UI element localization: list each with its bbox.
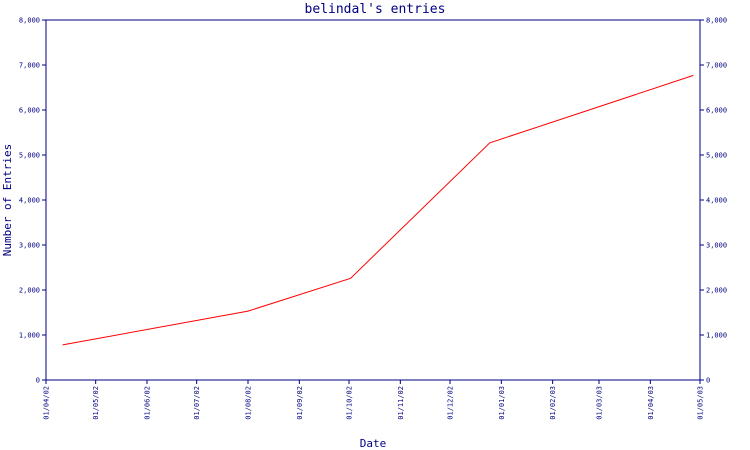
x-tick-label: 01/04/03 (647, 386, 655, 420)
x-tick-label: 01/05/03 (697, 386, 705, 420)
y-tick-label-left: 5,000 (19, 152, 40, 160)
y-axis-label: Number of Entries (1, 144, 14, 257)
y-ticks-left: 0 1,000 2,000 3,000 4,000 5,000 6,000 7,000 8,00… (19, 17, 46, 385)
y-tick-label-right: 1,000 (706, 332, 727, 340)
y-tick-label-right: 5,000 (706, 152, 727, 160)
plot-frame (45, 19, 701, 381)
y-tick-label-right: 6,000 (706, 107, 727, 115)
series-layer (62, 74, 694, 346)
y-tick-label-left: 7,000 (19, 62, 40, 70)
chart-title: belindal's entries (305, 2, 446, 17)
y-tick-label-right: 8,000 (706, 17, 727, 25)
y-tick-label-left: 0 (36, 377, 40, 385)
y-ticks-right: 0 1,000 2,000 3,000 4,000 5,000 6,000 7,000 8,00… (700, 17, 727, 385)
y-tick-label-left: 1,000 (19, 332, 40, 340)
x-tick-label: 01/09/02 (296, 386, 304, 420)
x-tick-label: 01/02/03 (549, 386, 557, 420)
y-tick-label-left: 3,000 (19, 242, 40, 250)
x-tick-label: 01/06/02 (143, 386, 151, 420)
x-tick-label: 01/04/02 (43, 386, 51, 420)
x-tick-label: 01/05/02 (92, 386, 100, 420)
y-tick-label-right: 2,000 (706, 287, 727, 295)
x-tick-label: 01/08/02 (244, 386, 252, 420)
y-tick-label-right: 0 (706, 377, 710, 385)
x-tick-label: 01/11/02 (397, 386, 405, 420)
y-tick-label-right: 7,000 (706, 62, 727, 70)
x-tick-label: 01/10/02 (345, 386, 353, 420)
x-tick-label: 01/03/03 (596, 386, 604, 420)
x-tick-label: 01/12/02 (446, 386, 454, 420)
x-tick-label: 01/07/02 (193, 386, 201, 420)
y-tick-label-left: 8,000 (19, 17, 40, 25)
y-tick-label-right: 4,000 (706, 197, 727, 205)
x-ticks: 01/04/02 01/05/02 01/06/02 01/07/02 01/08/02… (43, 380, 705, 420)
y-tick-label-left: 4,000 (19, 197, 40, 205)
y-tick-label-right: 3,000 (706, 242, 727, 250)
y-tick-label-left: 6,000 (19, 107, 40, 115)
x-tick-label: 01/01/03 (498, 386, 506, 420)
x-axis-label: Date (360, 437, 387, 450)
series-line (62, 74, 694, 346)
y-tick-label-left: 2,000 (19, 287, 40, 295)
